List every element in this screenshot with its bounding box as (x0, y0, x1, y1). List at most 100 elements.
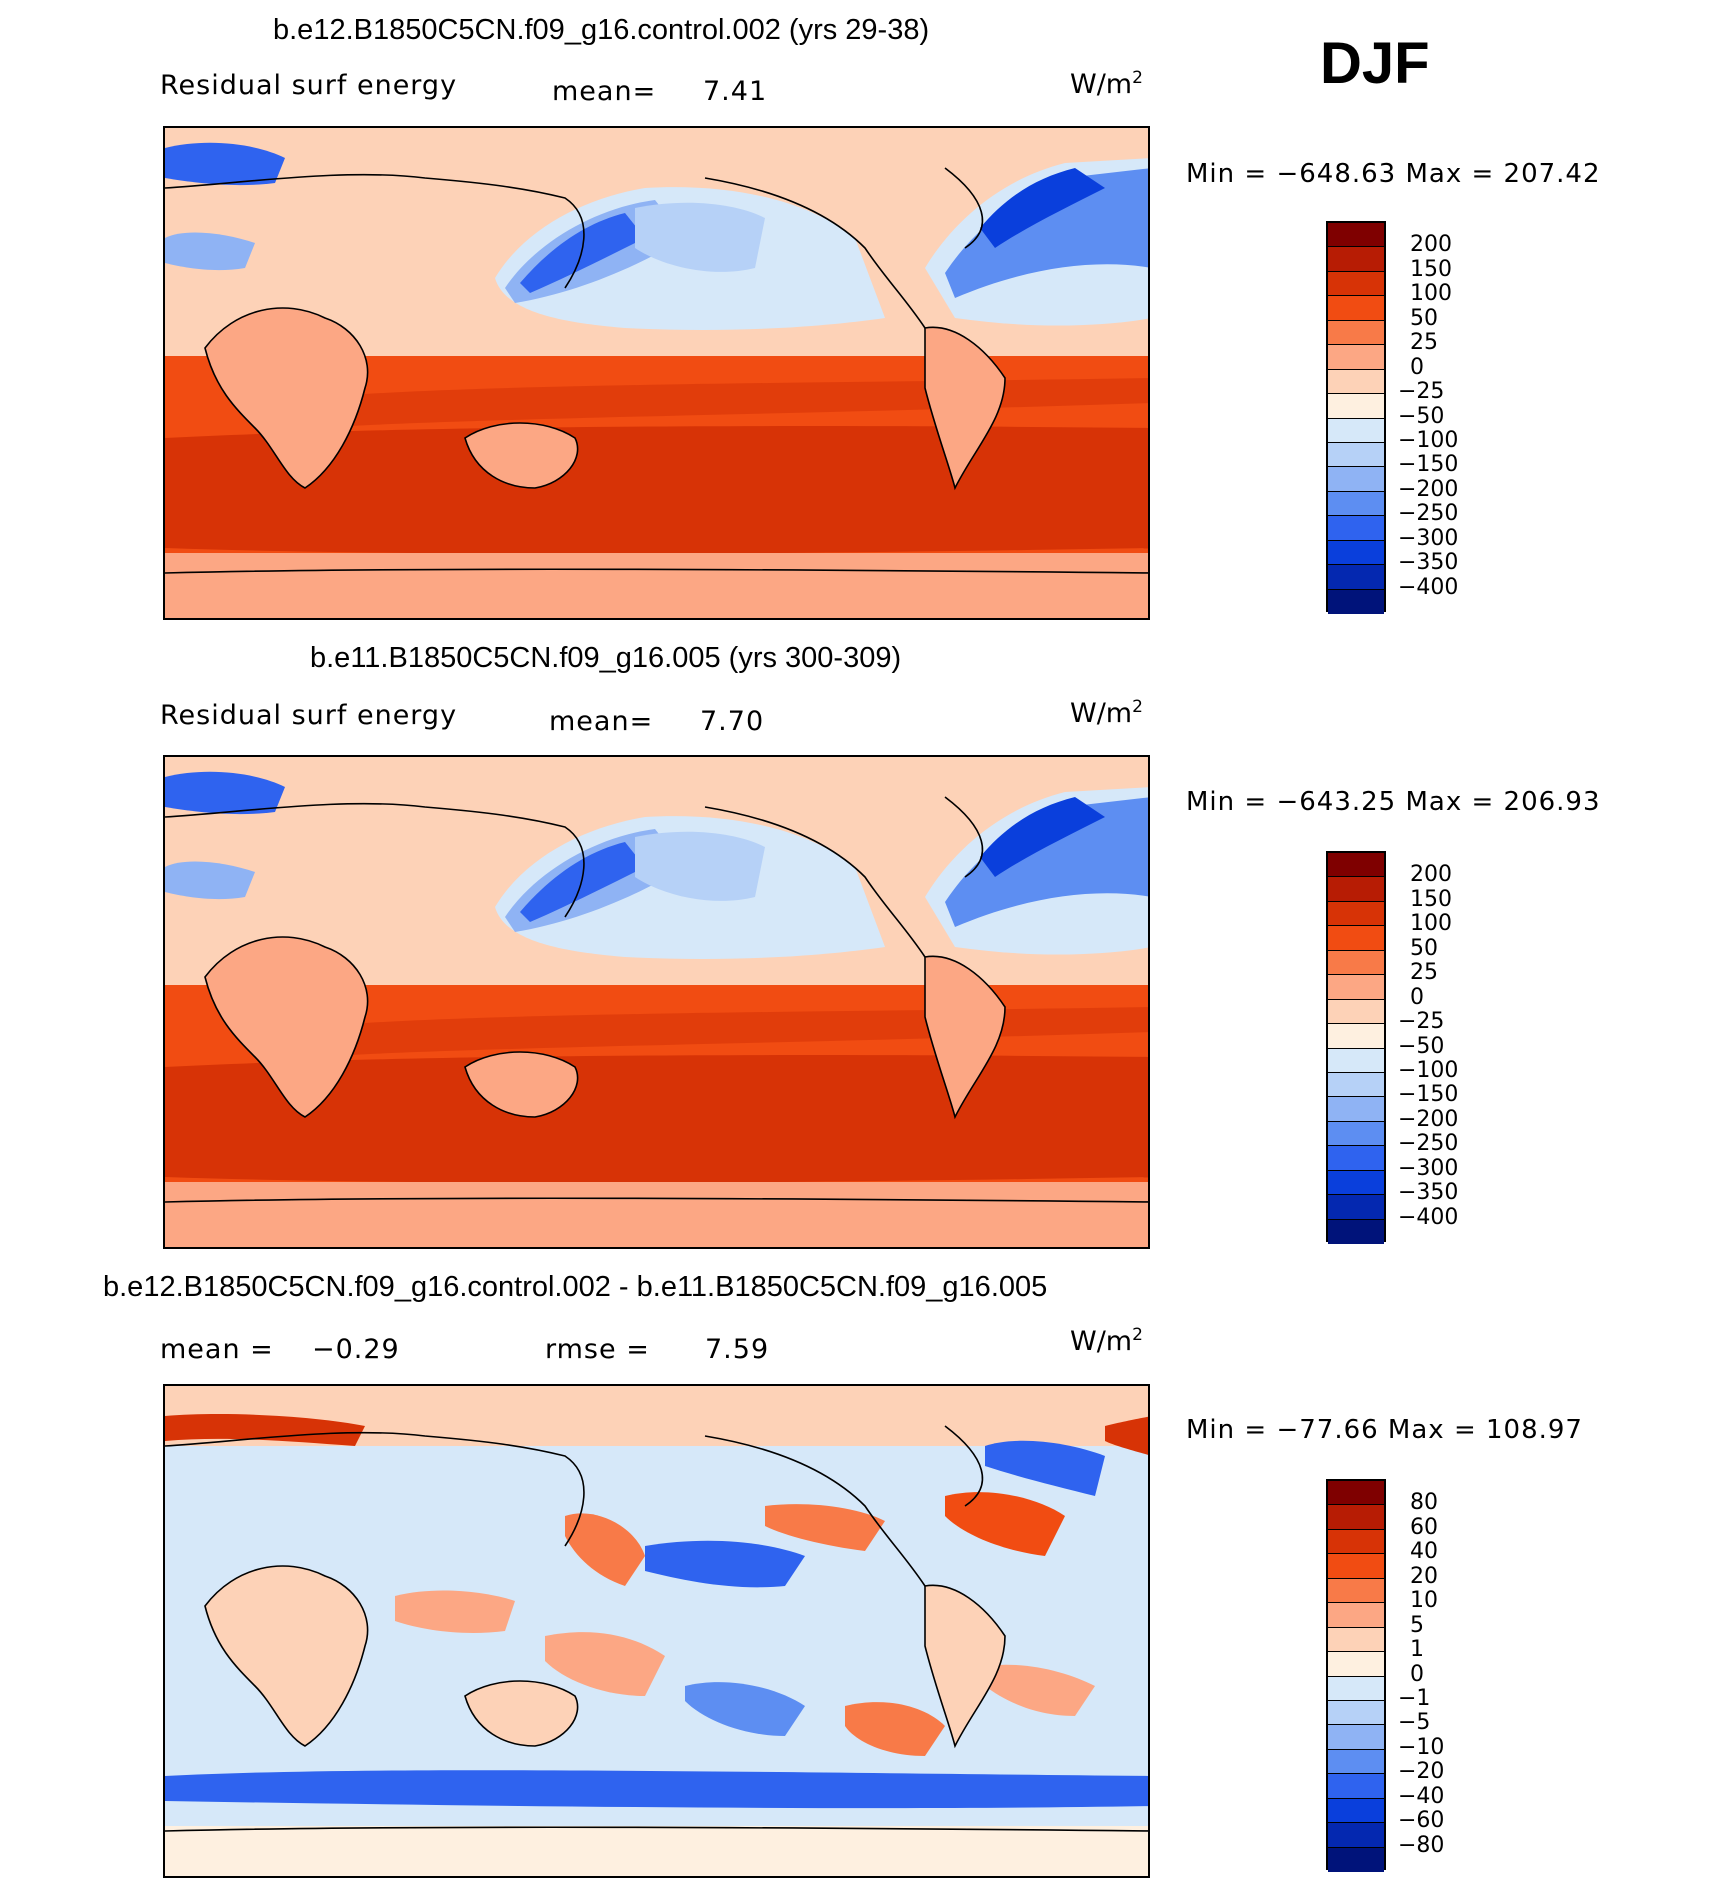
colorbar-tick-label: −400 (1398, 574, 1459, 600)
colorbar-tick-label: 40 (1410, 1539, 1438, 1565)
colorbar-segment (1328, 540, 1384, 566)
colorbar-segment (1328, 1774, 1384, 1799)
colorbar-segment (1328, 1627, 1384, 1653)
colorbar-tick-label: 100 (1410, 911, 1452, 937)
colorbar-segment (1328, 1652, 1384, 1677)
colorbar-tick-label: −200 (1398, 476, 1459, 502)
colorbar-tick-label: 50 (1410, 935, 1438, 961)
colorbar-tick-label: 50 (1410, 305, 1438, 331)
colorbar-segment (1328, 296, 1384, 321)
colorbar-segment (1328, 565, 1384, 590)
colorbar-tick-label: −350 (1398, 1180, 1459, 1206)
panel2-colorbar (1326, 851, 1386, 1244)
colorbar-tick-label: −100 (1398, 1057, 1459, 1083)
colorbar-segment (1328, 589, 1384, 614)
panel3-mean-value: −0.29 (312, 1334, 400, 1365)
colorbar-tick-label: −20 (1398, 1759, 1445, 1785)
colorbar-segment (1328, 345, 1384, 370)
colorbar-segment (1328, 1048, 1384, 1073)
colorbar-tick-label: 10 (1410, 1588, 1438, 1614)
colorbar-segment (1328, 1554, 1384, 1579)
colorbar-segment (1328, 1146, 1384, 1171)
colorbar-tick-label: −50 (1398, 403, 1445, 429)
colorbar-tick-label: −200 (1398, 1106, 1459, 1132)
colorbar-segment (1328, 1072, 1384, 1098)
colorbar-tick-label: 200 (1410, 862, 1452, 888)
colorbar-tick-label: 150 (1410, 886, 1452, 912)
panel2-mean-label: mean= (549, 706, 654, 737)
colorbar-tick-label: −250 (1398, 501, 1459, 527)
colorbar-tick-label: 25 (1410, 960, 1438, 986)
colorbar-tick-label: 150 (1410, 256, 1452, 282)
panel1-map (163, 126, 1150, 620)
colorbar-tick-label: −10 (1398, 1734, 1445, 1760)
panel3-rmse-value: 7.59 (705, 1334, 770, 1365)
colorbar-tick-label: 60 (1410, 1514, 1438, 1540)
colorbar-tick-label: −400 (1398, 1204, 1459, 1230)
colorbar-segment (1328, 1121, 1384, 1147)
colorbar-tick-label: −350 (1398, 550, 1459, 576)
colorbar-tick-label: 80 (1410, 1490, 1438, 1516)
colorbar-segment (1328, 467, 1384, 492)
colorbar-tick-label: 1 (1410, 1637, 1424, 1663)
colorbar-segment (1328, 1823, 1384, 1848)
panel2-mean-value: 7.70 (700, 706, 765, 737)
colorbar-segment (1328, 1676, 1384, 1701)
colorbar-segment (1328, 1170, 1384, 1196)
colorbar-segment (1328, 926, 1384, 951)
colorbar-segment (1328, 223, 1384, 248)
panel1-variable-label: Residual surf energy (160, 70, 458, 101)
panel3-mean-label: mean = (160, 1334, 274, 1365)
colorbar-segment (1328, 1578, 1384, 1604)
colorbar-tick-label: 0 (1410, 1661, 1424, 1687)
panel3-map (163, 1384, 1150, 1878)
colorbar-tick-label: −25 (1398, 379, 1445, 405)
colorbar-tick-label: 25 (1410, 330, 1438, 356)
colorbar-segment (1328, 1529, 1384, 1555)
colorbar-tick-label: −25 (1398, 1009, 1445, 1035)
colorbar-segment (1328, 1481, 1384, 1506)
panel2-title: b.e11.B1850C5CN.f09_g16.005 (yrs 300-309… (310, 642, 902, 674)
panel2-map (163, 755, 1150, 1249)
colorbar-segment (1328, 1700, 1384, 1726)
colorbar-segment (1328, 1097, 1384, 1122)
colorbar-segment (1328, 418, 1384, 443)
panel2-variable-label: Residual surf energy (160, 700, 458, 731)
colorbar-tick-label: −60 (1398, 1808, 1445, 1834)
colorbar-segment (1328, 1847, 1384, 1872)
colorbar-tick-label: −40 (1398, 1783, 1445, 1809)
colorbar-segment (1328, 271, 1384, 297)
colorbar-segment (1328, 1603, 1384, 1628)
colorbar-segment (1328, 442, 1384, 468)
panel2-unit: W/m2 (1070, 697, 1143, 729)
colorbar-tick-label: −300 (1398, 525, 1459, 551)
colorbar-tick-label: 0 (1410, 354, 1424, 380)
season-label: DJF (1320, 31, 1430, 96)
colorbar-tick-label: −80 (1398, 1832, 1445, 1858)
colorbar-segment (1328, 950, 1384, 976)
colorbar-tick-label: −100 (1398, 427, 1459, 453)
colorbar-segment (1328, 394, 1384, 419)
panel1-colorbar (1326, 221, 1386, 614)
colorbar-tick-label: 20 (1410, 1563, 1438, 1589)
colorbar-tick-label: −5 (1398, 1710, 1431, 1736)
panel1-minmax: Min = −648.63 Max = 207.42 (1186, 159, 1601, 189)
colorbar-tick-label: −250 (1398, 1131, 1459, 1157)
panel3-minmax: Min = −77.66 Max = 108.97 (1186, 1415, 1583, 1445)
colorbar-segment (1328, 1219, 1384, 1244)
colorbar-segment (1328, 877, 1384, 902)
panel3-unit: W/m2 (1070, 1325, 1143, 1357)
colorbar-segment (1328, 1195, 1384, 1220)
colorbar-segment (1328, 491, 1384, 517)
colorbar-tick-label: −150 (1398, 452, 1459, 478)
colorbar-segment (1328, 999, 1384, 1025)
colorbar-segment (1328, 516, 1384, 541)
panel1-mean-label: mean= (552, 76, 657, 107)
colorbar-tick-label: 5 (1410, 1612, 1424, 1638)
colorbar-tick-label: 200 (1410, 232, 1452, 258)
colorbar-segment (1328, 1798, 1384, 1824)
panel3-title: b.e12.B1850C5CN.f09_g16.control.002 - b.… (103, 1271, 1048, 1303)
panel3-colorbar (1326, 1479, 1386, 1872)
colorbar-tick-label: −1 (1398, 1685, 1431, 1711)
panel1-title: b.e12.B1850C5CN.f09_g16.control.002 (yrs… (273, 14, 930, 46)
